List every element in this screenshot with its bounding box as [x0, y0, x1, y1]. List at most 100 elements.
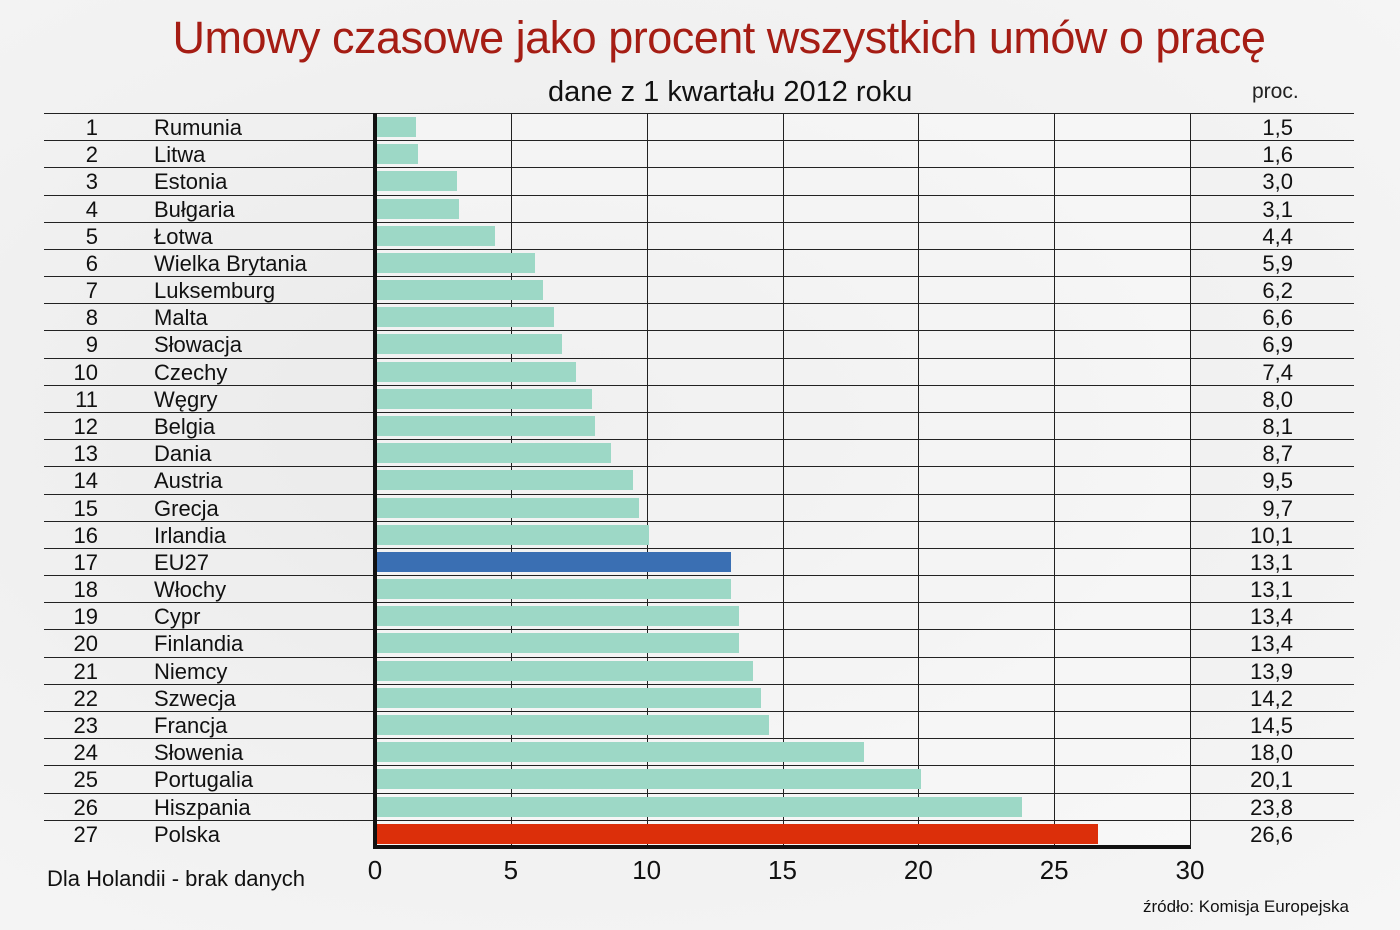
rank-label: 24 — [73, 740, 98, 766]
x-tick-label: 30 — [1175, 855, 1205, 885]
country-label: Włochy — [154, 577, 227, 603]
bar — [376, 225, 495, 246]
value-label: 9,7 — [1262, 495, 1293, 521]
x-tick-label: 25 — [1039, 855, 1069, 885]
row-divider — [44, 167, 1354, 169]
row-divider — [44, 683, 1354, 685]
value-label: 5,9 — [1262, 250, 1293, 276]
country-label: EU27 — [154, 549, 210, 575]
bar — [376, 307, 555, 328]
bar — [376, 660, 753, 681]
rank-label: 2 — [85, 142, 98, 168]
rank-label: 26 — [73, 794, 98, 820]
bar-eu-average — [376, 551, 731, 572]
rank-label: 4 — [85, 196, 98, 222]
bar — [376, 334, 563, 355]
rank-label: 11 — [75, 386, 98, 412]
value-label: 14,2 — [1250, 685, 1293, 711]
rank-label: 5 — [85, 223, 98, 249]
source-note: źródło: Komisja Europejska — [1143, 897, 1349, 916]
bar — [376, 144, 419, 165]
value-label: 13,1 — [1250, 577, 1293, 603]
country-label: Malta — [154, 305, 208, 331]
gridline — [782, 113, 784, 847]
row-divider — [44, 303, 1354, 305]
value-label: 6,6 — [1262, 305, 1293, 331]
country-label: Bułgaria — [154, 196, 235, 222]
row-divider — [44, 629, 1354, 631]
country-label: Słowenia — [154, 740, 244, 766]
rank-label: 20 — [73, 631, 98, 657]
x-tick-label: 20 — [903, 855, 933, 885]
country-label: Słowacja — [154, 332, 243, 358]
row-divider — [44, 493, 1354, 495]
value-label: 8,0 — [1262, 386, 1293, 412]
row-divider — [44, 113, 1354, 114]
row-divider — [44, 194, 1354, 196]
country-label: Dania — [154, 441, 212, 467]
rank-label: 7 — [85, 278, 98, 304]
country-label: Austria — [154, 468, 223, 494]
gridline — [646, 113, 648, 847]
row-divider — [44, 710, 1354, 712]
value-label: 13,9 — [1250, 658, 1293, 684]
row-divider — [44, 140, 1354, 142]
country-label: Hiszpania — [154, 794, 251, 820]
value-label: 3,1 — [1262, 196, 1293, 222]
bar — [376, 687, 761, 708]
value-label: 20,1 — [1250, 767, 1293, 793]
country-label: Luksemburg — [154, 278, 276, 304]
missing-data-note: Dla Holandii - brak danych — [47, 866, 306, 891]
rank-label: 14 — [73, 468, 98, 494]
value-label: 7,4 — [1262, 359, 1293, 385]
value-label: 8,7 — [1262, 441, 1293, 467]
bar — [376, 280, 544, 301]
bar — [376, 171, 457, 192]
country-label: Finlandia — [154, 631, 244, 657]
rank-label: 23 — [73, 712, 98, 738]
row-divider — [44, 221, 1354, 223]
bar — [376, 742, 864, 763]
bar — [376, 796, 1022, 817]
value-label: 18,0 — [1250, 740, 1293, 766]
country-label: Niemcy — [154, 658, 228, 684]
country-label: Węgry — [154, 386, 218, 412]
rank-label: 18 — [73, 577, 98, 603]
x-tick-label: 5 — [503, 855, 519, 885]
value-label: 26,6 — [1250, 821, 1293, 847]
bar — [376, 415, 596, 436]
bar — [376, 252, 536, 273]
x-tick-label: 15 — [768, 855, 797, 885]
row-divider — [44, 819, 1354, 821]
value-label: 6,9 — [1262, 332, 1293, 358]
value-label: 23,8 — [1250, 794, 1293, 820]
value-label: 13,1 — [1250, 549, 1293, 575]
country-label: Estonia — [154, 169, 228, 195]
value-label: 1,5 — [1262, 115, 1293, 140]
value-label: 13,4 — [1250, 604, 1293, 630]
row-divider — [44, 248, 1354, 250]
country-label: Irlandia — [154, 522, 227, 548]
row-divider — [44, 411, 1354, 413]
rank-label: 19 — [73, 604, 98, 630]
value-label: 3,0 — [1262, 169, 1293, 195]
rank-label: 21 — [73, 658, 98, 684]
country-label: Szwecja — [154, 685, 236, 711]
bar-highlight — [376, 823, 1098, 844]
value-label: 4,4 — [1262, 223, 1293, 249]
rank-label: 16 — [73, 522, 98, 548]
row-divider — [44, 547, 1354, 549]
rank-label: 6 — [85, 250, 98, 276]
value-label: 1,6 — [1262, 142, 1293, 168]
bar — [376, 524, 650, 545]
bar — [376, 361, 577, 382]
bar — [376, 470, 634, 491]
rank-label: 12 — [73, 413, 98, 439]
x-tick-label: 10 — [632, 855, 662, 885]
y-axis-line — [373, 113, 377, 849]
bar — [376, 579, 731, 600]
row-divider — [44, 575, 1354, 577]
x-tick-label: 0 — [367, 855, 383, 885]
bar — [376, 388, 593, 409]
